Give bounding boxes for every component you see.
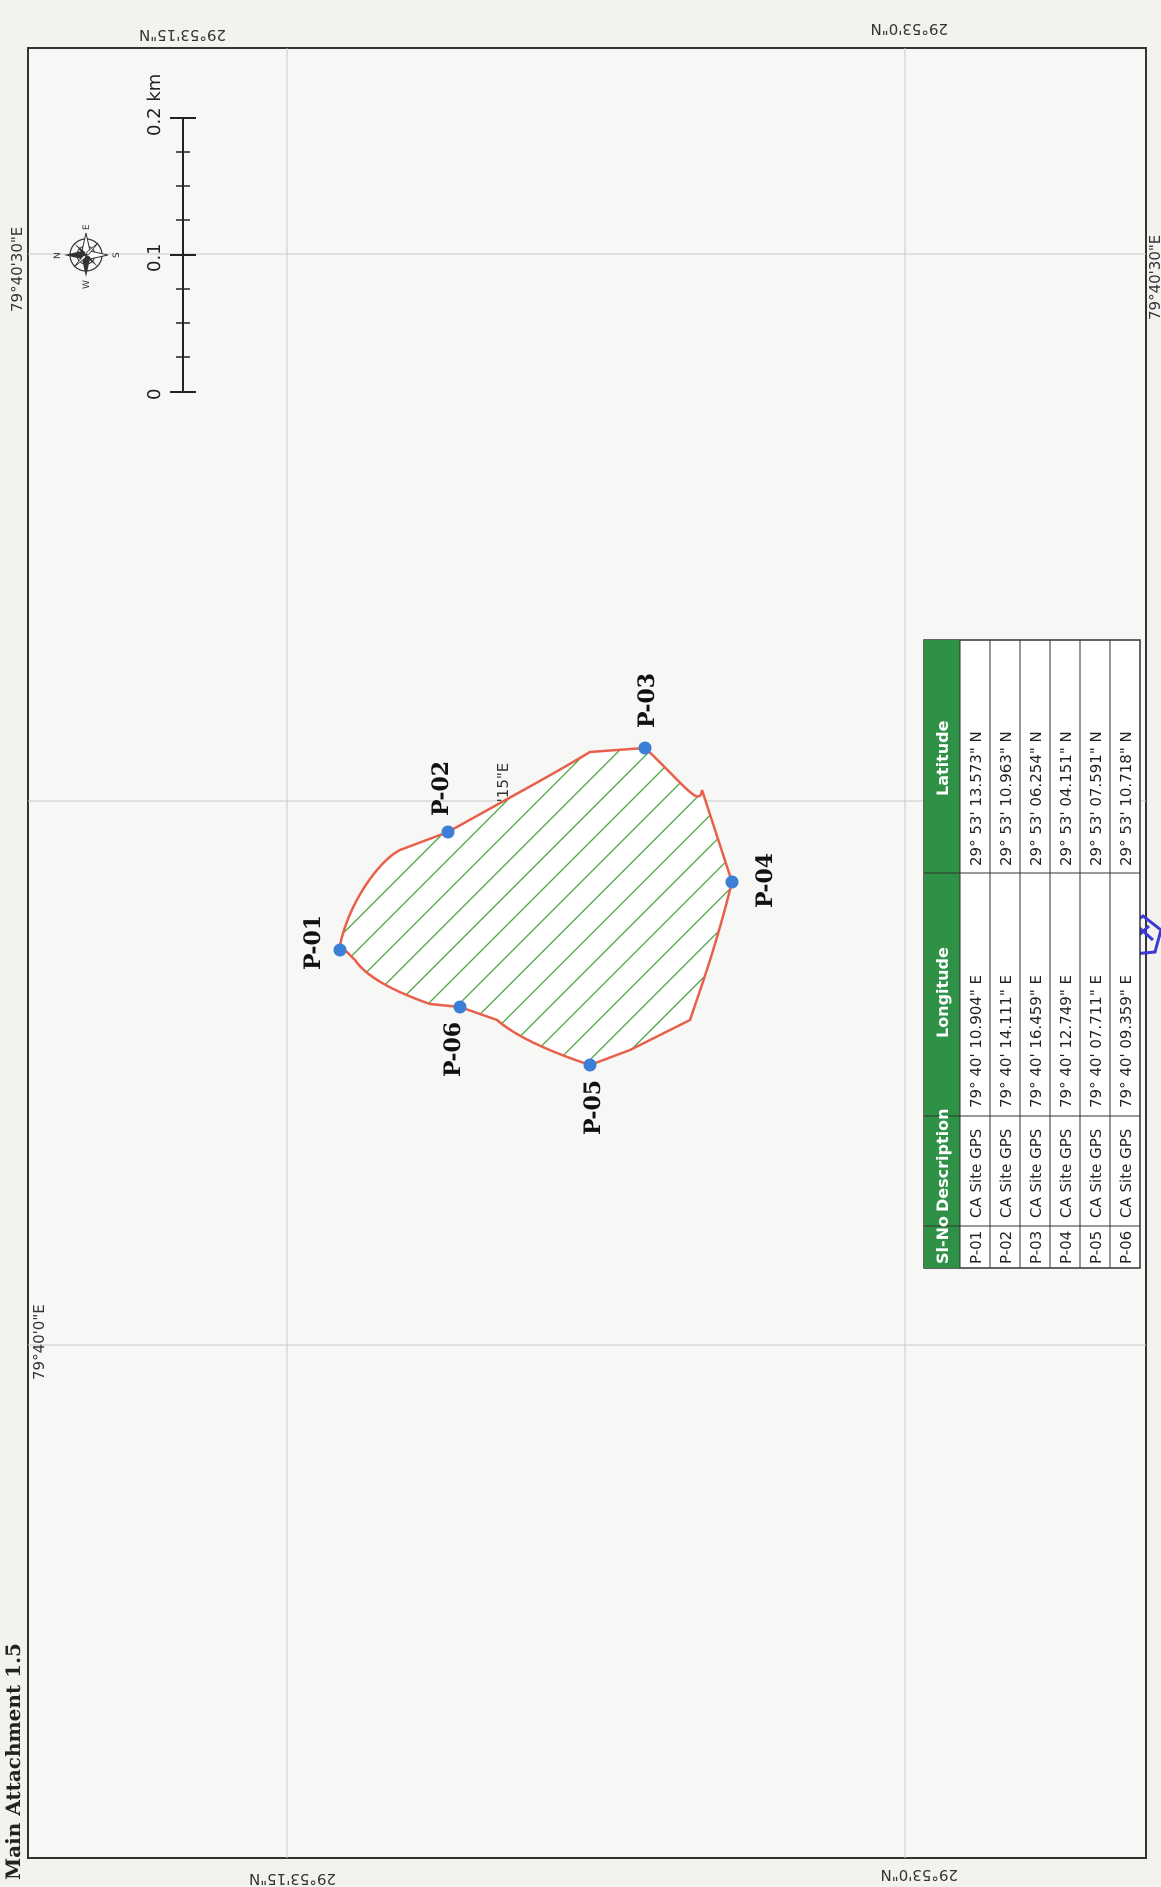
compass-e: E bbox=[82, 224, 92, 230]
row-2-description: CA Site GPS bbox=[997, 1129, 1015, 1218]
row-5-description: CA Site GPS bbox=[1087, 1129, 1105, 1218]
compass-n: N bbox=[53, 252, 63, 259]
lon-label-right-top: 79°40'30"E bbox=[8, 227, 26, 312]
table-header-longitude: Longitude bbox=[933, 947, 952, 1038]
marker-p-02[interactable] bbox=[441, 825, 455, 839]
table-row: P-03 CA Site GPS 79° 40' 16.459" E 29° 5… bbox=[1027, 731, 1045, 1264]
row-6-id: P-06 bbox=[1117, 1231, 1135, 1264]
row-3-latitude: 29° 53' 06.254" N bbox=[1027, 731, 1045, 866]
table-row: P-01 CA Site GPS 79° 40' 10.904" E 29° 5… bbox=[967, 731, 985, 1264]
lat-label-bottom-right: 29°53'0"N bbox=[881, 1866, 958, 1884]
point-label-p-05: P-05 bbox=[580, 1080, 606, 1135]
scale-tick-0: 0 bbox=[144, 389, 165, 400]
table-header-description: Description bbox=[933, 1109, 952, 1212]
row-1-id: P-01 bbox=[967, 1231, 985, 1264]
marker-p-04[interactable] bbox=[725, 875, 739, 889]
point-labels: P-01 P-02 P-03 P-04 P-05 P-06 bbox=[300, 673, 778, 1135]
table-header-latitude: Latitude bbox=[933, 720, 952, 796]
point-label-p-02: P-02 bbox=[428, 761, 454, 816]
point-label-p-01: P-01 bbox=[300, 915, 326, 970]
lat-label-top-left: 29°53'15"N bbox=[139, 26, 226, 44]
marker-p-03[interactable] bbox=[638, 741, 652, 755]
marker-p-05[interactable] bbox=[583, 1058, 597, 1072]
row-4-description: CA Site GPS bbox=[1057, 1129, 1075, 1218]
table-row: P-06 CA Site GPS 79° 40' 09.359" E 29° 5… bbox=[1117, 731, 1135, 1264]
table-row: P-02 CA Site GPS 79° 40' 14.111" E 29° 5… bbox=[997, 731, 1015, 1264]
table-row: P-05 CA Site GPS 79° 40' 07.711" E 29° 5… bbox=[1087, 731, 1105, 1264]
table-header-slno: Sl-No bbox=[933, 1216, 952, 1264]
gps-markers bbox=[333, 741, 739, 1072]
point-label-p-06: P-06 bbox=[440, 1022, 466, 1077]
lon-label-left: 79°40'0"E bbox=[30, 1304, 48, 1380]
row-1-latitude: 29° 53' 13.573" N bbox=[967, 731, 985, 866]
point-label-p-04: P-04 bbox=[752, 853, 778, 908]
row-5-id: P-05 bbox=[1087, 1231, 1105, 1264]
scale-bar: 0 0.1 0.2 km bbox=[144, 74, 196, 400]
row-2-latitude: 29° 53' 10.963" N bbox=[997, 731, 1015, 866]
lat-label-bottom-left: 29°53'15"N bbox=[249, 1870, 336, 1887]
marker-p-06[interactable] bbox=[453, 1000, 467, 1014]
map-title: Main Attachment 1.5 bbox=[1, 1643, 25, 1880]
coordinates-table: Sl-No Description Longitude Latitude P-0… bbox=[923, 639, 1141, 1269]
point-label-p-03: P-03 bbox=[634, 673, 660, 728]
row-6-longitude: 79° 40' 09.359" E bbox=[1117, 975, 1135, 1108]
lat-label-top-right: 29°53'0"N bbox=[871, 20, 948, 38]
row-4-longitude: 79° 40' 12.749" E bbox=[1057, 975, 1075, 1108]
site-boundary-polygon bbox=[338, 746, 734, 1067]
lon-label-right-bottom: 79°40'30"E bbox=[1146, 235, 1161, 320]
compass-rose-icon: N E S W bbox=[53, 224, 122, 289]
row-5-latitude: 29° 53' 07.591" N bbox=[1087, 731, 1105, 866]
row-4-id: P-04 bbox=[1057, 1231, 1075, 1264]
row-1-description: CA Site GPS bbox=[967, 1129, 985, 1218]
row-3-longitude: 79° 40' 16.459" E bbox=[1027, 975, 1045, 1108]
row-5-longitude: 79° 40' 07.711" E bbox=[1087, 975, 1105, 1108]
compass-w: W bbox=[82, 280, 92, 289]
row-4-latitude: 29° 53' 04.151" N bbox=[1057, 731, 1075, 866]
row-3-id: P-03 bbox=[1027, 1231, 1045, 1264]
row-2-id: P-02 bbox=[997, 1231, 1015, 1264]
table-row: P-04 CA Site GPS 79° 40' 12.749" E 29° 5… bbox=[1057, 731, 1075, 1264]
compass-s: S bbox=[112, 252, 122, 258]
row-6-description: CA Site GPS bbox=[1117, 1129, 1135, 1218]
scale-tick-0-1: 0.1 bbox=[144, 243, 165, 272]
row-1-longitude: 79° 40' 10.904" E bbox=[967, 975, 985, 1108]
row-3-description: CA Site GPS bbox=[1027, 1129, 1045, 1218]
marker-p-01[interactable] bbox=[333, 943, 347, 957]
row-2-longitude: 79° 40' 14.111" E bbox=[997, 975, 1015, 1108]
row-6-latitude: 29° 53' 10.718" N bbox=[1117, 731, 1135, 866]
scale-tick-0-2: 0.2 km bbox=[144, 74, 165, 136]
